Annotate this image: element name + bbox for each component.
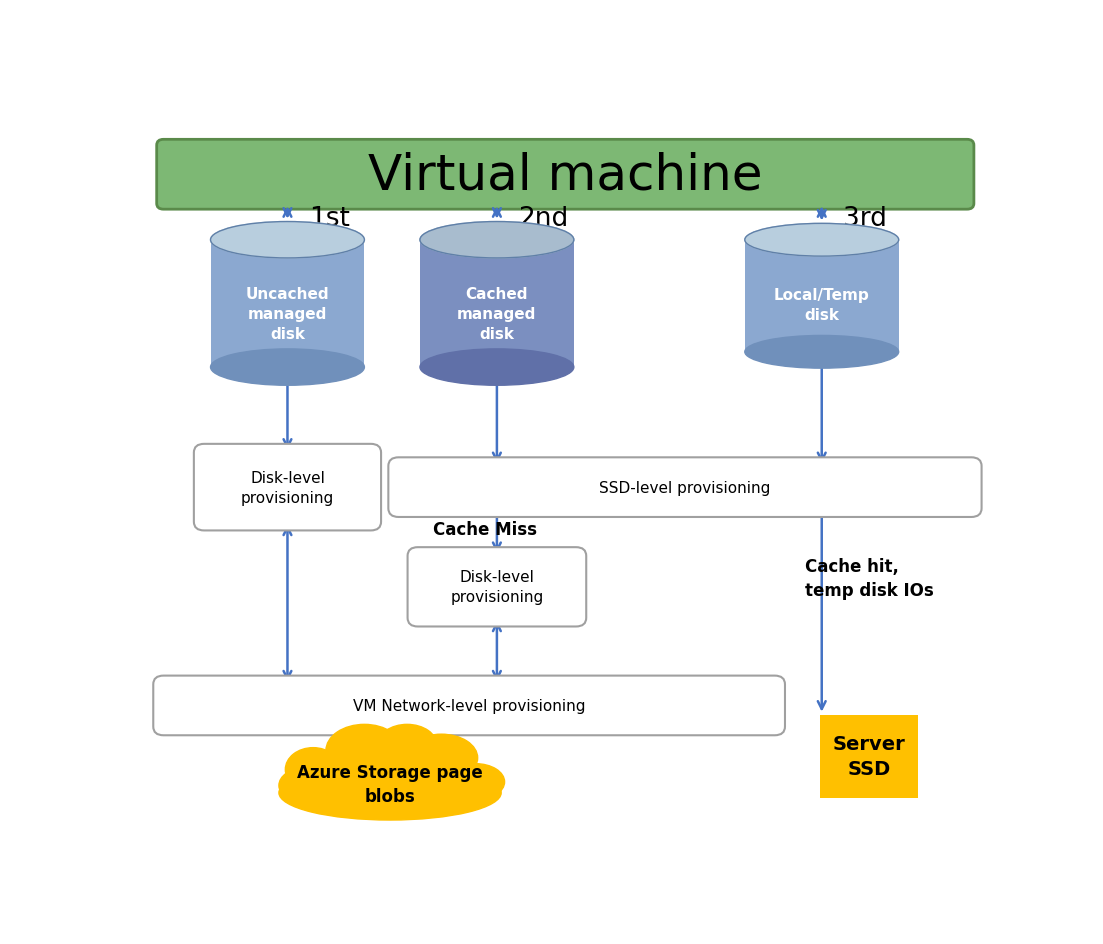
Text: Cache hit,
temp disk IOs: Cache hit, temp disk IOs [805,558,933,599]
FancyBboxPatch shape [194,445,381,531]
Text: Uncached
managed
disk: Uncached managed disk [246,287,330,342]
Text: Disk-level
provisioning: Disk-level provisioning [450,570,544,604]
Text: Server
SSD: Server SSD [833,734,906,779]
Ellipse shape [211,349,364,386]
Text: SSD-level provisioning: SSD-level provisioning [599,480,771,495]
Ellipse shape [286,748,341,791]
Ellipse shape [211,223,364,259]
Text: 2nd: 2nd [518,206,568,231]
FancyBboxPatch shape [153,676,785,735]
Ellipse shape [326,725,403,777]
Ellipse shape [420,223,574,259]
Text: Local/Temp
disk: Local/Temp disk [774,288,869,323]
Text: 3rd: 3rd [843,206,887,231]
Text: Cache Miss: Cache Miss [432,521,537,539]
Ellipse shape [420,349,574,386]
Ellipse shape [745,336,899,369]
FancyBboxPatch shape [388,458,982,517]
FancyBboxPatch shape [408,548,586,627]
Text: Disk-level
provisioning: Disk-level provisioning [240,470,334,505]
Text: Cached
managed
disk: Cached managed disk [458,287,536,342]
Ellipse shape [447,764,504,801]
Text: 1st: 1st [309,206,350,231]
Ellipse shape [279,766,501,820]
Text: Azure Storage page
blobs: Azure Storage page blobs [297,764,483,805]
Bar [745,241,899,352]
Text: Virtual machine: Virtual machine [368,151,762,199]
FancyBboxPatch shape [157,140,974,210]
Text: VM Network-level provisioning: VM Network-level provisioning [353,699,586,713]
Ellipse shape [377,725,437,767]
FancyBboxPatch shape [820,715,918,799]
Ellipse shape [279,768,330,803]
Bar [420,241,574,368]
Ellipse shape [405,734,478,782]
Bar [211,241,364,368]
Ellipse shape [745,224,899,257]
